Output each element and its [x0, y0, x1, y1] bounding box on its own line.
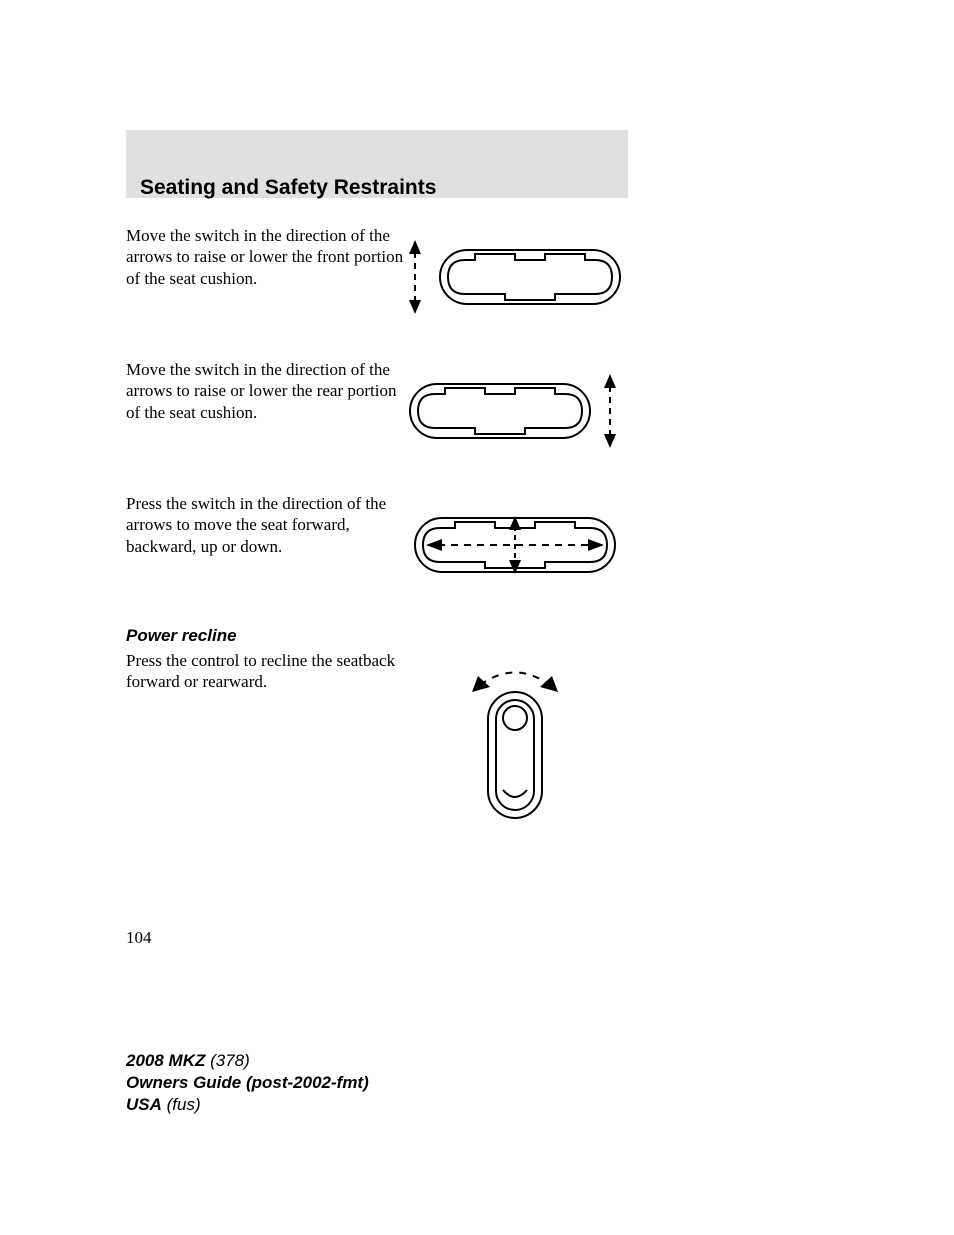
paragraph-front-cushion: Move the switch in the direction of the …: [126, 225, 406, 289]
diagram-front-cushion-switch: [400, 232, 630, 322]
diagram-seat-move-switch: [400, 500, 630, 590]
section-title: Seating and Safety Restraints: [140, 176, 436, 200]
paragraph-power-recline: Press the control to recline the seatbac…: [126, 650, 406, 693]
footer-line-model: 2008 MKZ (378): [126, 1050, 369, 1072]
footer-line-guide: Owners Guide (post-2002-fmt): [126, 1072, 369, 1094]
footer-region-bold: USA: [126, 1095, 162, 1114]
subheading-power-recline: Power recline: [126, 626, 237, 646]
footer-line-region: USA (fus): [126, 1094, 369, 1116]
footer-model-bold: 2008 MKZ: [126, 1051, 205, 1070]
page-number: 104: [126, 928, 152, 948]
paragraph-rear-cushion: Move the switch in the direction of the …: [126, 359, 406, 423]
document-page: Seating and Safety Restraints Move the s…: [0, 0, 954, 1235]
diagram-rear-cushion-switch: [400, 366, 630, 456]
footer-model-rest: (378): [205, 1051, 249, 1070]
footer-block: 2008 MKZ (378) Owners Guide (post-2002-f…: [126, 1050, 369, 1116]
footer-region-rest: (fus): [162, 1095, 201, 1114]
diagram-recline-switch: [450, 660, 580, 830]
paragraph-seat-move: Press the switch in the direction of the…: [126, 493, 406, 557]
